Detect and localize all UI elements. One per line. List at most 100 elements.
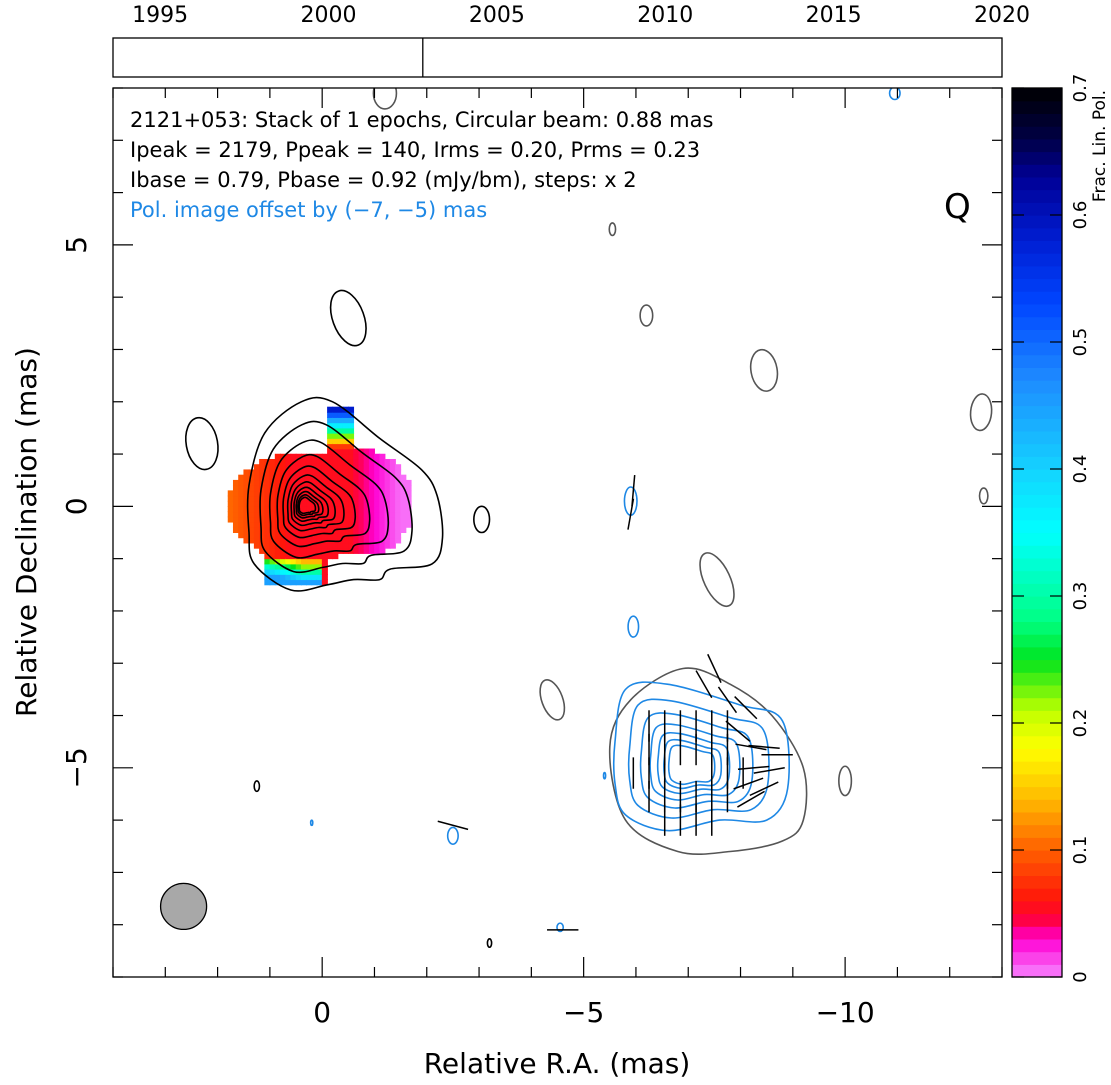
stokes-i-contour xyxy=(276,453,371,548)
fractional-pol-pixel xyxy=(342,521,349,528)
fractional-pol-pixel xyxy=(342,542,349,549)
fractional-pol-pixel xyxy=(300,458,307,466)
fractional-pol-pixel xyxy=(384,479,391,486)
timeline-tick-label: 2005 xyxy=(469,3,525,28)
fractional-pol-pixel xyxy=(337,427,344,434)
stokes-i-contour xyxy=(259,420,413,574)
colorbar-swatch xyxy=(1012,824,1062,838)
fractional-pol-pixel xyxy=(300,474,307,481)
fractional-pol-pixel xyxy=(264,485,271,492)
fractional-pol-pixel xyxy=(342,438,349,445)
fractional-pol-pixel xyxy=(374,532,381,539)
fractional-pol-pixel xyxy=(259,547,266,554)
colorbar-swatch xyxy=(1012,811,1062,826)
fractional-pol-pixel xyxy=(285,579,292,586)
fractional-pol-pixel xyxy=(253,526,260,533)
fractional-pol-pixel xyxy=(337,417,344,424)
fractional-pol-pixel xyxy=(348,422,355,429)
fractional-pol-pixel xyxy=(269,458,276,466)
offset-stokes-i-contour xyxy=(608,667,808,856)
fractional-pol-pixel xyxy=(395,474,402,481)
fractional-pol-pixel xyxy=(253,537,260,544)
fractional-pol-pixel xyxy=(311,558,318,565)
fractional-pol-pixel xyxy=(285,532,292,539)
fractional-pol-pixel xyxy=(358,458,365,466)
fractional-pol-pixel xyxy=(379,542,386,549)
fractional-pol-pixel xyxy=(295,511,302,518)
fractional-pol-pixel xyxy=(395,511,402,518)
colorbar-swatch xyxy=(1012,634,1062,648)
polarized-intensity-contour xyxy=(656,731,731,795)
fractional-pol-pixel xyxy=(348,469,355,476)
fractional-pol-pixel xyxy=(379,458,386,466)
fractional-pol-pixel xyxy=(306,579,313,586)
fractional-pol-pixel xyxy=(232,526,240,533)
fractional-pol-pixel xyxy=(348,448,355,455)
fractional-pol-pixel xyxy=(232,485,240,492)
fractional-pol-pixel xyxy=(243,532,250,539)
fractional-pol-pixel xyxy=(285,558,292,565)
fractional-pol-pixel xyxy=(264,558,271,565)
fractional-pol-pixel xyxy=(353,521,360,528)
stokes-i-contour xyxy=(290,481,336,527)
colorbar-swatch xyxy=(1012,456,1062,470)
colorbar-swatch xyxy=(1012,443,1062,457)
fractional-pol-pixel xyxy=(332,417,339,424)
colorbar-swatch xyxy=(1012,100,1062,114)
fractional-pol-pixel xyxy=(227,511,234,518)
colorbar-swatch xyxy=(1012,862,1062,876)
fractional-pol-pixel xyxy=(342,469,349,476)
stokes-i-contour xyxy=(282,465,357,539)
fractional-pol-pixel xyxy=(348,443,355,450)
fractional-pol-pixel xyxy=(363,521,370,528)
fractional-pol-pixel xyxy=(285,568,292,575)
fractional-pol-pixel xyxy=(358,516,365,523)
fractional-pol-pixel xyxy=(316,547,323,554)
fractional-pol-pixel xyxy=(264,495,271,502)
fractional-pol-pixel xyxy=(300,506,307,513)
fractional-pol-pixel xyxy=(259,511,266,518)
colorbar-swatch xyxy=(1012,189,1062,203)
fractional-pol-pixel xyxy=(311,479,318,486)
fractional-pol-pixel xyxy=(337,511,344,518)
fractional-pol-pixel xyxy=(238,479,245,486)
fractional-pol-pixel xyxy=(311,553,318,560)
fractional-pol-pixel xyxy=(384,469,391,476)
fractional-pol-pixel xyxy=(269,485,276,492)
faint-polarization-contour xyxy=(446,826,459,845)
fractional-pol-pixel xyxy=(368,495,375,502)
fractional-pol-pixel xyxy=(238,485,245,492)
fractional-pol-pixel xyxy=(243,474,250,481)
fractional-pol-pixel xyxy=(243,469,250,476)
fractional-pol-pixel xyxy=(295,479,302,486)
fractional-pol-pixel xyxy=(405,521,412,528)
fractional-pol-pixel xyxy=(232,516,240,523)
fractional-pol-pixel xyxy=(295,579,302,586)
fractional-pol-pixel xyxy=(321,526,328,533)
fractional-pol-pixel xyxy=(238,516,245,523)
colorbar-swatch xyxy=(1012,354,1062,368)
fractional-pol-pixel xyxy=(342,448,349,455)
fractional-pol-pixel xyxy=(306,469,313,476)
fractional-pol-pixel xyxy=(259,490,266,497)
fractional-pol-pixel xyxy=(285,469,292,476)
fractional-pol-pixel xyxy=(327,511,334,518)
colorbar-swatch xyxy=(1012,964,1062,978)
timeline-tick-label: 1995 xyxy=(132,3,188,28)
fractional-pol-pixel xyxy=(384,495,391,502)
colorbar-swatch xyxy=(1012,113,1062,127)
fractional-pol-pixel xyxy=(389,537,396,544)
fractional-pol-pixel xyxy=(327,485,334,492)
fractional-pol-pixel xyxy=(374,500,381,507)
fractional-pol-pixel xyxy=(353,485,360,492)
fractional-pol-pixel xyxy=(395,516,402,523)
fractional-pol-pixel xyxy=(316,479,323,486)
fractional-pol-pixel xyxy=(259,474,266,481)
fractional-pol-pixel xyxy=(353,453,360,460)
fractional-pol-pixel xyxy=(269,526,276,533)
fractional-pol-pixel xyxy=(389,464,396,471)
y-tick-label: −5 xyxy=(60,747,93,788)
fractional-pol-pixel xyxy=(311,511,318,518)
fractional-pol-pixel xyxy=(248,516,255,523)
fractional-pol-pixel xyxy=(269,511,276,518)
